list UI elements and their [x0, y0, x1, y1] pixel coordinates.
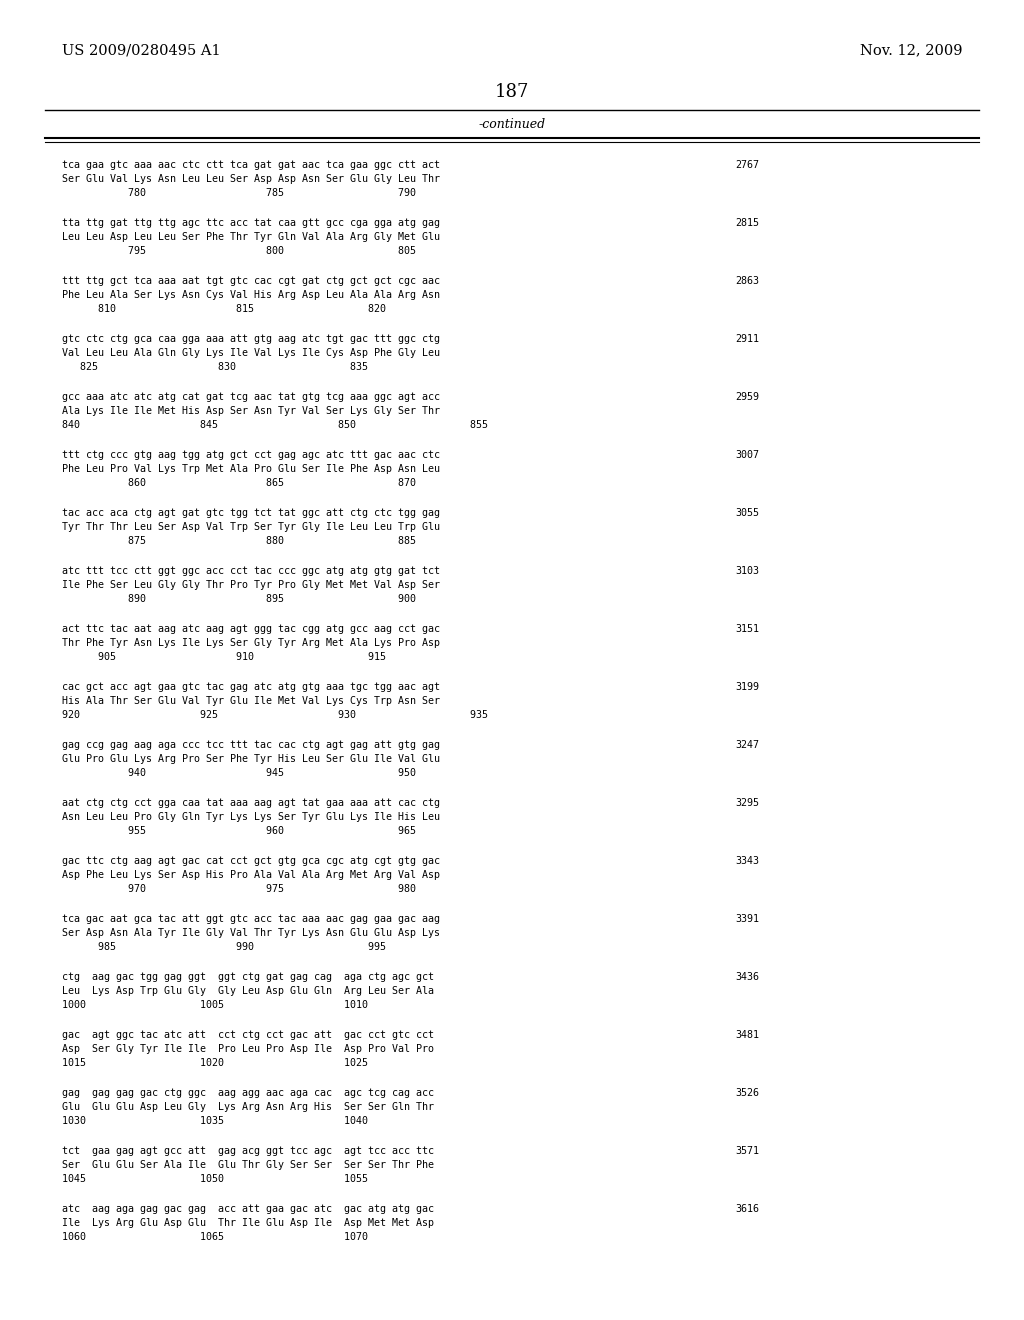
Text: 875                    880                   885: 875 880 885 — [62, 536, 416, 546]
Text: tca gac aat gca tac att ggt gtc acc tac aaa aac gag gaa gac aag: tca gac aat gca tac att ggt gtc acc tac … — [62, 913, 440, 924]
Text: Leu Leu Asp Leu Leu Ser Phe Thr Tyr Gln Val Ala Arg Gly Met Glu: Leu Leu Asp Leu Leu Ser Phe Thr Tyr Gln … — [62, 232, 440, 242]
Text: ctg  aag gac tgg gag ggt  ggt ctg gat gag cag  aga ctg agc gct: ctg aag gac tgg gag ggt ggt ctg gat gag … — [62, 972, 434, 982]
Text: atc  aag aga gag gac gag  acc att gaa gac atc  gac atg atg gac: atc aag aga gag gac gag acc att gaa gac … — [62, 1204, 434, 1214]
Text: 3151: 3151 — [735, 624, 759, 634]
Text: gag  gag gag gac ctg ggc  aag agg aac aga cac  agc tcg cag acc: gag gag gag gac ctg ggc aag agg aac aga … — [62, 1088, 434, 1098]
Text: Phe Leu Ala Ser Lys Asn Cys Val His Arg Asp Leu Ala Ala Arg Asn: Phe Leu Ala Ser Lys Asn Cys Val His Arg … — [62, 290, 440, 300]
Text: 3571: 3571 — [735, 1146, 759, 1156]
Text: 840                    845                    850                   855: 840 845 850 855 — [62, 420, 488, 430]
Text: 1060                   1065                    1070: 1060 1065 1070 — [62, 1232, 368, 1242]
Text: aat ctg ctg cct gga caa tat aaa aag agt tat gaa aaa att cac ctg: aat ctg ctg cct gga caa tat aaa aag agt … — [62, 799, 440, 808]
Text: tca gaa gtc aaa aac ctc ctt tca gat gat aac tca gaa ggc ctt act: tca gaa gtc aaa aac ctc ctt tca gat gat … — [62, 160, 440, 170]
Text: tta ttg gat ttg ttg agc ttc acc tat caa gtt gcc cga gga atg gag: tta ttg gat ttg ttg agc ttc acc tat caa … — [62, 218, 440, 228]
Text: 795                    800                   805: 795 800 805 — [62, 246, 416, 256]
Text: Ser Glu Val Lys Asn Leu Leu Ser Asp Asp Asn Ser Glu Gly Leu Thr: Ser Glu Val Lys Asn Leu Leu Ser Asp Asp … — [62, 174, 440, 183]
Text: 905                    910                   915: 905 910 915 — [62, 652, 386, 663]
Text: Asp Phe Leu Lys Ser Asp His Pro Ala Val Ala Arg Met Arg Val Asp: Asp Phe Leu Lys Ser Asp His Pro Ala Val … — [62, 870, 440, 880]
Text: Ser  Glu Glu Ser Ala Ile  Glu Thr Gly Ser Ser  Ser Ser Thr Phe: Ser Glu Glu Ser Ala Ile Glu Thr Gly Ser … — [62, 1160, 434, 1170]
Text: 970                    975                   980: 970 975 980 — [62, 884, 416, 894]
Text: 1030                   1035                    1040: 1030 1035 1040 — [62, 1115, 368, 1126]
Text: Leu  Lys Asp Trp Glu Gly  Gly Leu Asp Glu Gln  Arg Leu Ser Ala: Leu Lys Asp Trp Glu Gly Gly Leu Asp Glu … — [62, 986, 434, 997]
Text: 3526: 3526 — [735, 1088, 759, 1098]
Text: cac gct acc agt gaa gtc tac gag atc atg gtg aaa tgc tgg aac agt: cac gct acc agt gaa gtc tac gag atc atg … — [62, 682, 440, 692]
Text: 3391: 3391 — [735, 913, 759, 924]
Text: gac  agt ggc tac atc att  cct ctg cct gac att  gac cct gtc cct: gac agt ggc tac atc att cct ctg cct gac … — [62, 1030, 434, 1040]
Text: tac acc aca ctg agt gat gtc tgg tct tat ggc att ctg ctc tgg gag: tac acc aca ctg agt gat gtc tgg tct tat … — [62, 508, 440, 517]
Text: 3199: 3199 — [735, 682, 759, 692]
Text: Glu  Glu Glu Asp Leu Gly  Lys Arg Asn Arg His  Ser Ser Gln Thr: Glu Glu Glu Asp Leu Gly Lys Arg Asn Arg … — [62, 1102, 434, 1111]
Text: 3007: 3007 — [735, 450, 759, 459]
Text: 1015                   1020                    1025: 1015 1020 1025 — [62, 1059, 368, 1068]
Text: 3103: 3103 — [735, 566, 759, 576]
Text: Ile  Lys Arg Glu Asp Glu  Thr Ile Glu Asp Ile  Asp Met Met Asp: Ile Lys Arg Glu Asp Glu Thr Ile Glu Asp … — [62, 1218, 434, 1228]
Text: 2815: 2815 — [735, 218, 759, 228]
Text: 860                    865                   870: 860 865 870 — [62, 478, 416, 488]
Text: 955                    960                   965: 955 960 965 — [62, 826, 416, 836]
Text: 1045                   1050                    1055: 1045 1050 1055 — [62, 1173, 368, 1184]
Text: ttt ctg ccc gtg aag tgg atg gct cct gag agc atc ttt gac aac ctc: ttt ctg ccc gtg aag tgg atg gct cct gag … — [62, 450, 440, 459]
Text: Val Leu Leu Ala Gln Gly Lys Ile Val Lys Ile Cys Asp Phe Gly Leu: Val Leu Leu Ala Gln Gly Lys Ile Val Lys … — [62, 348, 440, 358]
Text: gtc ctc ctg gca caa gga aaa att gtg aag atc tgt gac ttt ggc ctg: gtc ctc ctg gca caa gga aaa att gtg aag … — [62, 334, 440, 345]
Text: 825                    830                   835: 825 830 835 — [62, 362, 368, 372]
Text: gac ttc ctg aag agt gac cat cct gct gtg gca cgc atg cgt gtg gac: gac ttc ctg aag agt gac cat cct gct gtg … — [62, 855, 440, 866]
Text: 780                    785                   790: 780 785 790 — [62, 187, 416, 198]
Text: 920                    925                    930                   935: 920 925 930 935 — [62, 710, 488, 719]
Text: Phe Leu Pro Val Lys Trp Met Ala Pro Glu Ser Ile Phe Asp Asn Leu: Phe Leu Pro Val Lys Trp Met Ala Pro Glu … — [62, 465, 440, 474]
Text: Ile Phe Ser Leu Gly Gly Thr Pro Tyr Pro Gly Met Met Val Asp Ser: Ile Phe Ser Leu Gly Gly Thr Pro Tyr Pro … — [62, 579, 440, 590]
Text: 1000                   1005                    1010: 1000 1005 1010 — [62, 1001, 368, 1010]
Text: Ser Asp Asn Ala Tyr Ile Gly Val Thr Tyr Lys Asn Glu Glu Asp Lys: Ser Asp Asn Ala Tyr Ile Gly Val Thr Tyr … — [62, 928, 440, 939]
Text: 3436: 3436 — [735, 972, 759, 982]
Text: 3247: 3247 — [735, 741, 759, 750]
Text: ttt ttg gct tca aaa aat tgt gtc cac cgt gat ctg gct gct cgc aac: ttt ttg gct tca aaa aat tgt gtc cac cgt … — [62, 276, 440, 286]
Text: US 2009/0280495 A1: US 2009/0280495 A1 — [62, 44, 220, 57]
Text: Thr Phe Tyr Asn Lys Ile Lys Ser Gly Tyr Arg Met Ala Lys Pro Asp: Thr Phe Tyr Asn Lys Ile Lys Ser Gly Tyr … — [62, 638, 440, 648]
Text: atc ttt tcc ctt ggt ggc acc cct tac ccc ggc atg atg gtg gat tct: atc ttt tcc ctt ggt ggc acc cct tac ccc … — [62, 566, 440, 576]
Text: 940                    945                   950: 940 945 950 — [62, 768, 416, 777]
Text: 2767: 2767 — [735, 160, 759, 170]
Text: 187: 187 — [495, 83, 529, 102]
Text: 890                    895                   900: 890 895 900 — [62, 594, 416, 605]
Text: Tyr Thr Thr Leu Ser Asp Val Trp Ser Tyr Gly Ile Leu Leu Trp Glu: Tyr Thr Thr Leu Ser Asp Val Trp Ser Tyr … — [62, 521, 440, 532]
Text: Asn Leu Leu Pro Gly Gln Tyr Lys Lys Ser Tyr Glu Lys Ile His Leu: Asn Leu Leu Pro Gly Gln Tyr Lys Lys Ser … — [62, 812, 440, 822]
Text: 2959: 2959 — [735, 392, 759, 403]
Text: His Ala Thr Ser Glu Val Tyr Glu Ile Met Val Lys Cys Trp Asn Ser: His Ala Thr Ser Glu Val Tyr Glu Ile Met … — [62, 696, 440, 706]
Text: Ala Lys Ile Ile Met His Asp Ser Asn Tyr Val Ser Lys Gly Ser Thr: Ala Lys Ile Ile Met His Asp Ser Asn Tyr … — [62, 407, 440, 416]
Text: 2863: 2863 — [735, 276, 759, 286]
Text: 3295: 3295 — [735, 799, 759, 808]
Text: 3055: 3055 — [735, 508, 759, 517]
Text: 3616: 3616 — [735, 1204, 759, 1214]
Text: Nov. 12, 2009: Nov. 12, 2009 — [859, 44, 962, 57]
Text: Asp  Ser Gly Tyr Ile Ile  Pro Leu Pro Asp Ile  Asp Pro Val Pro: Asp Ser Gly Tyr Ile Ile Pro Leu Pro Asp … — [62, 1044, 434, 1053]
Text: act ttc tac aat aag atc aag agt ggg tac cgg atg gcc aag cct gac: act ttc tac aat aag atc aag agt ggg tac … — [62, 624, 440, 634]
Text: 810                    815                   820: 810 815 820 — [62, 304, 386, 314]
Text: -continued: -continued — [478, 117, 546, 131]
Text: Glu Pro Glu Lys Arg Pro Ser Phe Tyr His Leu Ser Glu Ile Val Glu: Glu Pro Glu Lys Arg Pro Ser Phe Tyr His … — [62, 754, 440, 764]
Text: gcc aaa atc atc atg cat gat tcg aac tat gtg tcg aaa ggc agt acc: gcc aaa atc atc atg cat gat tcg aac tat … — [62, 392, 440, 403]
Text: 3481: 3481 — [735, 1030, 759, 1040]
Text: gag ccg gag aag aga ccc tcc ttt tac cac ctg agt gag att gtg gag: gag ccg gag aag aga ccc tcc ttt tac cac … — [62, 741, 440, 750]
Text: tct  gaa gag agt gcc att  gag acg ggt tcc agc  agt tcc acc ttc: tct gaa gag agt gcc att gag acg ggt tcc … — [62, 1146, 434, 1156]
Text: 3343: 3343 — [735, 855, 759, 866]
Text: 985                    990                   995: 985 990 995 — [62, 942, 386, 952]
Text: 2911: 2911 — [735, 334, 759, 345]
